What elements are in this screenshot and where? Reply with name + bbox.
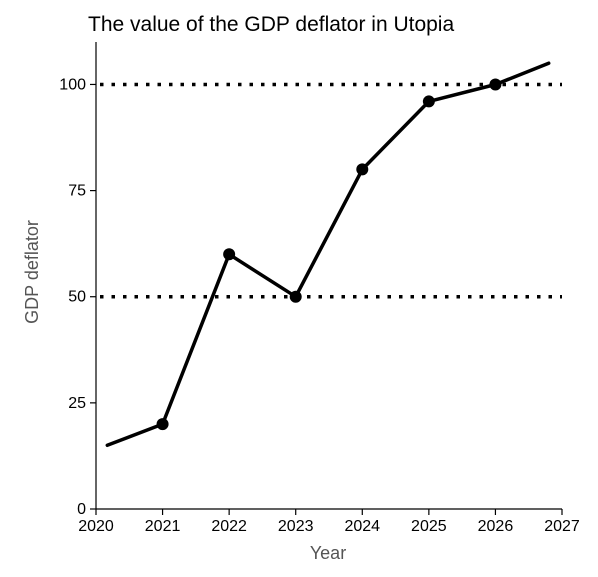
y-axis-label: GDP deflator <box>22 220 42 324</box>
y-tick-label: 75 <box>68 183 86 200</box>
data-point <box>223 248 236 261</box>
data-point <box>489 78 502 91</box>
data-point <box>156 418 169 431</box>
axes <box>95 42 562 510</box>
x-tick-label: 2020 <box>78 518 114 535</box>
x-tick-label: 2025 <box>411 518 447 535</box>
y-tick-label: 0 <box>77 501 86 518</box>
x-tick-label: 2026 <box>478 518 514 535</box>
data-point <box>422 95 435 108</box>
x-tick-label: 2024 <box>344 518 380 535</box>
y-tick-label: 50 <box>68 289 86 306</box>
y-tick-label: 100 <box>59 76 86 93</box>
y-tick-label: 25 <box>68 395 86 412</box>
x-ticks: 2020 2021 2022 2023 2024 2025 2026 2027 <box>78 509 580 535</box>
x-tick-label: 2021 <box>145 518 181 535</box>
data-point <box>356 163 369 176</box>
series-group <box>105 61 551 448</box>
series-line <box>105 61 551 448</box>
x-tick-label: 2023 <box>278 518 314 535</box>
x-axis-label: Year <box>310 543 346 563</box>
chart-title: The value of the GDP deflator in Utopia <box>88 13 454 36</box>
y-ticks: 0 25 50 75 100 <box>59 76 96 518</box>
reference-lines <box>100 82 562 299</box>
x-tick-label: 2027 <box>544 518 580 535</box>
data-point <box>289 290 302 303</box>
x-tick-label: 2022 <box>211 518 247 535</box>
